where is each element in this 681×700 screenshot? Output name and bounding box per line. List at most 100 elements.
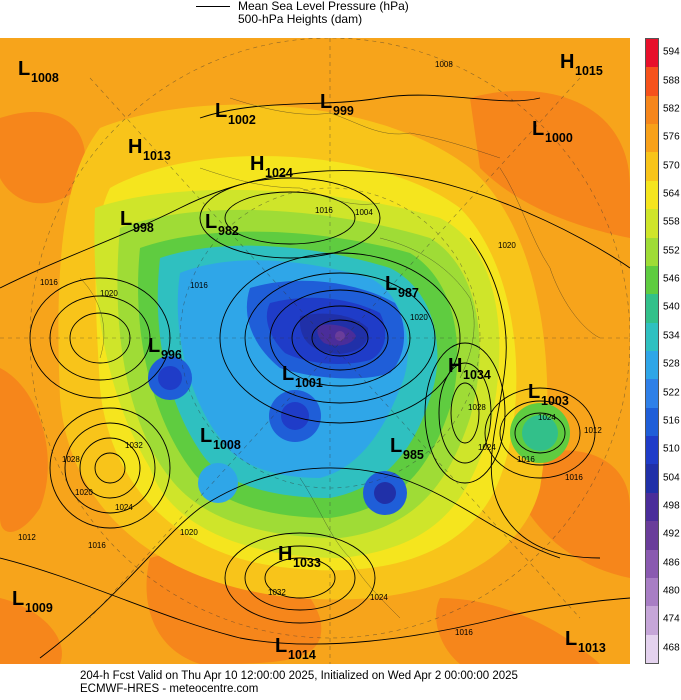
colorbar-tick-label: 558 — [663, 216, 680, 228]
high-pressure-center: H 1033 — [278, 543, 321, 570]
isobar-label-layer: 1008 1016 1004 1020 1016 1020 1016 1032 1028 1020… — [18, 60, 602, 637]
center-pressure-value: 987 — [398, 286, 419, 300]
low-pressure-center: L 1008 — [18, 58, 59, 85]
low-pressure-center: L 1002 — [215, 100, 256, 127]
center-letter: L — [215, 100, 227, 122]
colorbar-segment — [646, 39, 658, 68]
colorbar-tick-label: 540 — [663, 301, 680, 313]
colorbar-tick-label: 498 — [663, 500, 680, 512]
colorbar-segment — [646, 95, 658, 125]
center-letter: L — [12, 588, 24, 610]
colorbar-segment — [646, 549, 658, 579]
legend-line-2: 500-hPa Heights (dam) — [238, 12, 363, 26]
colorbar-tick-label: 480 — [663, 585, 680, 597]
colorbar-tick-label: 546 — [663, 273, 680, 285]
center-pressure-value: 1008 — [213, 438, 241, 452]
isobar-label: 1020 — [410, 313, 428, 322]
colorbar-tick-label: 468 — [663, 642, 680, 654]
center-letter: L — [205, 211, 217, 233]
map-legend-title: Mean Sea Level Pressure (hPa) 500-hPa He… — [196, 0, 409, 26]
coastline-layer — [79, 97, 601, 619]
center-pressure-value: 1015 — [575, 64, 603, 78]
weather-map[interactable]: 1008 1016 1004 1020 1016 1020 1016 1032 1028 1020… — [0, 38, 630, 664]
center-pressure-value: 1034 — [463, 368, 491, 382]
isobar-label: 1020 — [100, 289, 118, 298]
colorbar-labels: 594 588 582 576 570 564 558 552 546 540 534 528 522 5… — [663, 38, 681, 664]
colorbar-tick-label: 552 — [663, 245, 680, 257]
center-letter: L — [320, 91, 332, 113]
center-letter: H — [560, 51, 574, 73]
low-pressure-center: L 982 — [205, 211, 239, 238]
isobar-label: 1024 — [370, 593, 388, 602]
colorbar-segment — [646, 577, 658, 607]
center-letter: H — [448, 355, 462, 377]
isobar-label: 1012 — [584, 426, 602, 435]
low-pressure-center: L 999 — [320, 91, 354, 118]
center-pressure-value: 985 — [403, 448, 424, 462]
center-letter: L — [148, 335, 160, 357]
isobar-line-symbol — [196, 6, 230, 8]
colorbar-segment — [646, 265, 658, 295]
high-pressure-center: H 1024 — [250, 153, 293, 180]
center-pressure-value: 1000 — [545, 131, 573, 145]
center-letter: L — [200, 425, 212, 447]
colorbar-segment — [646, 294, 658, 324]
center-pressure-value: 1008 — [31, 71, 59, 85]
center-letter: L — [282, 363, 294, 385]
colorbar-tick-label: 564 — [663, 188, 680, 200]
low-pressure-center: L 1014 — [275, 635, 316, 662]
isobar-label: 1024 — [538, 413, 556, 422]
forecast-valid-text: 204-h Fcst Valid on Thu Apr 10 12:00:00 … — [80, 670, 518, 682]
isobar-label: 1020 — [498, 241, 516, 250]
center-letter: L — [18, 58, 30, 80]
isobar-label: 1016 — [315, 206, 333, 215]
colorbar-tick-label: 504 — [663, 472, 680, 484]
low-pressure-center: L 998 — [120, 208, 154, 235]
colorbar-tick-label: 570 — [663, 160, 680, 172]
colorbar-segment — [646, 464, 658, 494]
colorbar-tick-label: 510 — [663, 443, 680, 455]
low-pressure-center: L 1001 — [282, 363, 323, 390]
center-pressure-value: 1033 — [293, 556, 321, 570]
center-pressure-value: 999 — [333, 104, 354, 118]
center-pressure-value: 1002 — [228, 113, 256, 127]
center-pressure-value: 1013 — [143, 149, 171, 163]
isobar-label: 1016 — [40, 278, 58, 287]
colorbar-segment — [646, 351, 658, 380]
center-letter: H — [128, 136, 142, 158]
isobar-label: 1016 — [88, 541, 106, 550]
isobar-label: 1024 — [115, 503, 133, 512]
center-pressure-value: 998 — [133, 221, 154, 235]
isobar-label: 1016 — [190, 281, 208, 290]
colorbar-segment — [646, 152, 658, 182]
colorbar-segment — [646, 237, 658, 267]
colorbar-segment — [646, 606, 658, 636]
center-letter: L — [120, 208, 132, 230]
colorbar-tick-label: 516 — [663, 415, 680, 427]
center-letter: L — [528, 381, 540, 403]
low-pressure-center: L 987 — [385, 273, 419, 300]
isobar-label: 1016 — [517, 455, 535, 464]
center-pressure-value: 1009 — [25, 601, 53, 615]
center-letter: L — [532, 118, 544, 140]
map-footer: 204-h Fcst Valid on Thu Apr 10 12:00:00 … — [80, 670, 518, 696]
isobar-label: 1020 — [180, 528, 198, 537]
center-letter: L — [275, 635, 287, 657]
center-letter: H — [250, 153, 264, 175]
center-letter: H — [278, 543, 292, 565]
isobar-label: 1008 — [435, 60, 453, 69]
low-pressure-center: L 996 — [148, 335, 182, 362]
colorbar-segment — [646, 322, 658, 352]
isobar-label: 1032 — [268, 588, 286, 597]
colorbar-segment — [646, 436, 658, 465]
low-pressure-center: L 1013 — [565, 628, 606, 655]
center-letter: L — [385, 273, 397, 295]
center-letter: L — [565, 628, 577, 650]
high-pressure-center: H 1013 — [128, 136, 171, 163]
colorbar-tick-label: 492 — [663, 528, 680, 540]
colorbar-tick-label: 534 — [663, 330, 680, 342]
isobar-label: 1024 — [478, 443, 496, 452]
isobar-label: 1012 — [18, 533, 36, 542]
isobar-label: 1028 — [468, 403, 486, 412]
center-pressure-value: 1024 — [265, 166, 293, 180]
